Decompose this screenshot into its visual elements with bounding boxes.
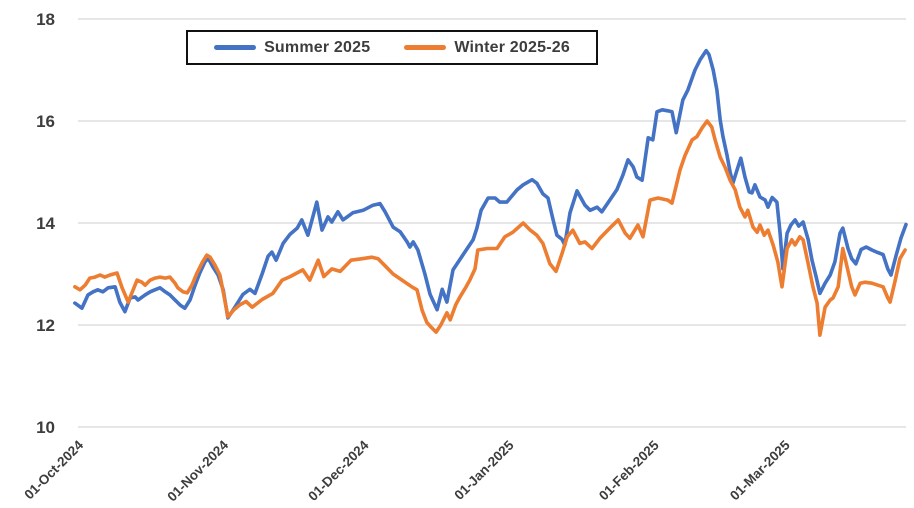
x-tick-label-01-Mar-2025: 01-Mar-2025 — [727, 437, 793, 503]
legend-label-summer: Summer 2025 — [264, 38, 371, 56]
x-axis-tick-labels: 01-Oct-2024 01-Nov-2024 01-Dec-2024 01-Jan-… — [21, 437, 793, 504]
series-lines — [73, 48, 908, 338]
summer-line-swatch — [214, 45, 257, 50]
y-tick-label-18: 18 — [36, 10, 55, 29]
winter-line-swatch — [404, 45, 447, 50]
x-tick-label-01-Jan-2025: 01-Jan-2025 — [451, 437, 517, 503]
y-axis-tick-labels: 10 12 14 16 18 — [36, 10, 55, 437]
series-line-summer-2025 — [73, 48, 908, 320]
x-tick-label-01-Oct-2024: 01-Oct-2024 — [21, 437, 86, 502]
y-tick-label-16: 16 — [36, 112, 55, 131]
y-tick-label-12: 12 — [36, 316, 55, 335]
legend: Summer 2025 Winter 2025-26 — [186, 30, 598, 65]
x-tick-label-01-Nov-2024: 01-Nov-2024 — [164, 437, 231, 504]
legend-item-summer: Summer 2025 — [214, 39, 370, 57]
gridlines — [78, 18, 906, 428]
x-tick-label-01-Feb-2025: 01-Feb-2025 — [596, 437, 662, 503]
legend-label-winter: Winter 2025-26 — [454, 38, 570, 56]
x-tick-label-01-Dec-2024: 01-Dec-2024 — [305, 437, 372, 504]
y-tick-label-10: 10 — [36, 418, 55, 437]
series-line-winter-2025-26 — [73, 119, 907, 338]
legend-item-winter: Winter 2025-26 — [404, 39, 570, 57]
y-tick-label-14: 14 — [36, 214, 55, 233]
